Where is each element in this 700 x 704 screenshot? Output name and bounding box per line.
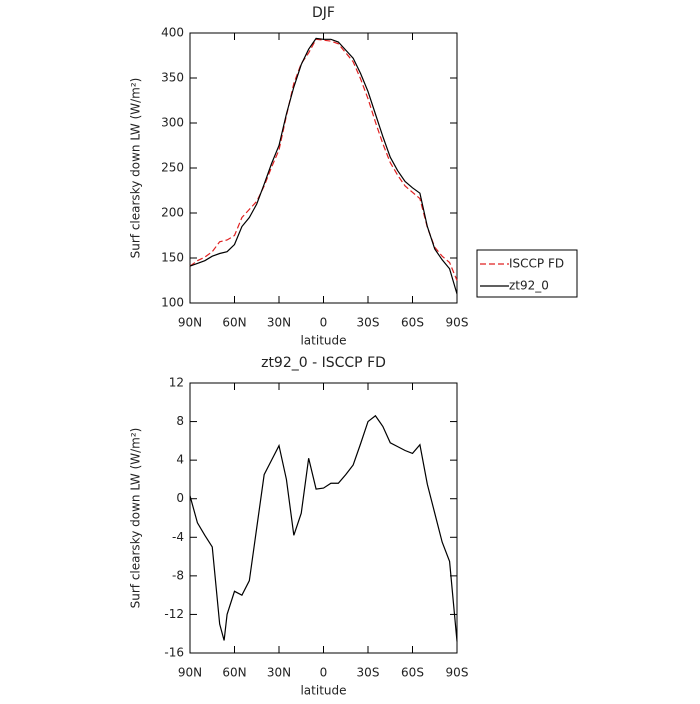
x-tick-label: 30S: [357, 666, 380, 680]
x-tick-label: 90N: [178, 666, 202, 680]
y-tick-label: 350: [161, 71, 184, 85]
x-axis-label: latitude: [300, 334, 346, 348]
x-tick-label: 60S: [401, 666, 424, 680]
y-tick-label: -16: [164, 646, 184, 660]
x-tick-label: 0: [320, 666, 328, 680]
y-tick-label: -12: [164, 607, 184, 621]
x-tick-label: 60N: [222, 316, 246, 330]
y-tick-label: 400: [161, 26, 184, 40]
data-line: [189, 414, 458, 642]
data-line: [189, 37, 458, 295]
chart-title: DJF: [312, 5, 335, 21]
plot-frame: [189, 32, 458, 304]
chart-title: zt92_0 - ISCCP FD: [261, 355, 386, 371]
y-axis-label: Surf clearsky down LW (W/m²): [129, 428, 143, 609]
y-tick-label: 8: [176, 414, 184, 428]
legend-label: ISCCP FD: [509, 257, 564, 271]
legend-box: [476, 249, 578, 298]
y-tick-label: 100: [161, 296, 184, 310]
x-tick-label: 30S: [357, 316, 380, 330]
x-tick-label: 90N: [178, 316, 202, 330]
x-tick-label: 60S: [401, 316, 424, 330]
x-tick-label: 90S: [446, 316, 469, 330]
x-tick-label: 30N: [267, 666, 291, 680]
x-tick-label: 30N: [267, 316, 291, 330]
x-tick-label: 90S: [446, 666, 469, 680]
y-tick-label: 150: [161, 251, 184, 265]
data-line: [189, 38, 458, 281]
y-tick-label: 200: [161, 206, 184, 220]
x-tick-label: 0: [320, 316, 328, 330]
y-tick-label: 300: [161, 116, 184, 130]
x-axis-label: latitude: [300, 684, 346, 698]
x-tick-label: 60N: [222, 666, 246, 680]
legend-label: zt92_0: [509, 279, 549, 293]
y-tick-label: 0: [176, 491, 184, 505]
y-tick-label: 12: [169, 376, 184, 390]
y-tick-label: 250: [161, 161, 184, 175]
plot-frame: [189, 382, 458, 654]
y-tick-label: -8: [172, 568, 184, 582]
y-tick-label: 4: [176, 453, 184, 467]
y-tick-label: -4: [172, 530, 184, 544]
y-axis-label: Surf clearsky down LW (W/m²): [129, 78, 143, 259]
